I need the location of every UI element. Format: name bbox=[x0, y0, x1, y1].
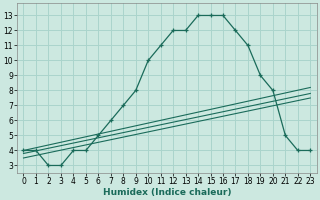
X-axis label: Humidex (Indice chaleur): Humidex (Indice chaleur) bbox=[103, 188, 231, 197]
